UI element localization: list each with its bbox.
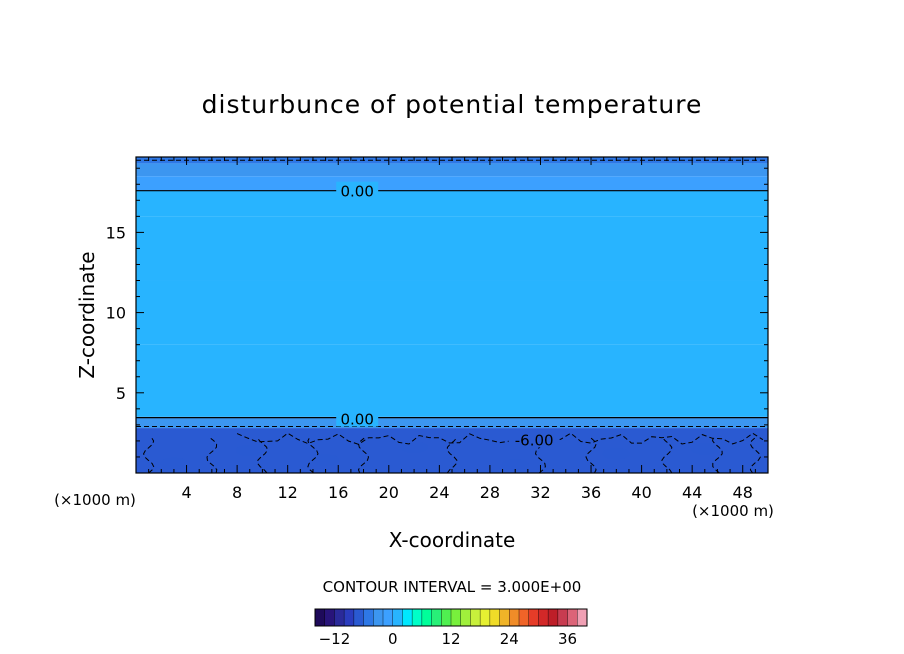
colorbar-swatch	[334, 609, 345, 626]
colorbar-swatch	[509, 609, 520, 626]
colorbar-swatch	[567, 609, 578, 626]
x-tick-label: 28	[480, 483, 500, 502]
field-band-1	[136, 163, 768, 177]
colorbar-swatch	[577, 609, 588, 626]
colorbar-swatch	[451, 609, 462, 626]
x-tick-label: 20	[379, 483, 399, 502]
colorbar-swatch	[470, 609, 481, 626]
x-tick-label: 44	[682, 483, 702, 502]
colorbar-swatch	[528, 609, 539, 626]
colorbar-tick-label: 36	[558, 630, 577, 648]
contour-label-2: -6.00	[515, 431, 554, 449]
colorbar-swatch	[315, 609, 326, 626]
colorbar-tick-label: 0	[388, 630, 398, 648]
contour-cell-5	[446, 437, 458, 474]
y-axis-label: Z-coordinate	[75, 251, 99, 378]
colorbar-swatch	[363, 609, 374, 626]
field-band-4	[136, 216, 768, 281]
colorbar-swatch	[460, 609, 471, 626]
contour-cell-2	[256, 437, 268, 474]
contour-label-bg-2	[508, 430, 560, 448]
colorbar-swatch	[499, 609, 510, 626]
colorbar-tick-label: −12	[319, 630, 351, 648]
y-tick-label: 5	[116, 384, 126, 403]
contour-interval-label: CONTOUR INTERVAL = 3.000E+00	[323, 578, 582, 596]
field-patch-5	[602, 447, 631, 460]
colorbar: −12 0 12 24 36	[314, 608, 588, 648]
x-tick-label: 48	[733, 483, 753, 502]
colorbar-swatch	[412, 609, 423, 626]
x-tick-label: 4	[181, 483, 191, 502]
plot-area	[136, 157, 768, 473]
x-tick-label: 8	[232, 483, 242, 502]
x-tick-label: 24	[429, 483, 449, 502]
field-patch-4	[501, 458, 530, 471]
colorbar-tick-label: 12	[441, 630, 460, 648]
y-tick-label: 10	[106, 304, 126, 323]
field-band-5	[136, 280, 768, 345]
colorbar-swatch	[489, 609, 500, 626]
contour-cell-3	[307, 437, 319, 474]
contour-cell-9	[712, 437, 723, 474]
field-band-8	[136, 428, 768, 473]
colorbar-swatch	[548, 609, 559, 626]
colorbar-swatch	[519, 609, 530, 626]
contour-cell-6	[534, 437, 547, 474]
colorbar-frame	[314, 608, 588, 627]
colorbar-swatch	[353, 609, 364, 626]
colorbar-swatch	[373, 609, 384, 626]
x-unit-right: (×1000 m)	[692, 502, 774, 520]
x-unit-left: (×1000 m)	[54, 491, 136, 509]
contour-label-bg-0	[336, 181, 379, 199]
field-band-6	[136, 344, 768, 417]
field-band-2	[136, 176, 768, 191]
chart-title: disturbunce of potential temperature	[202, 90, 703, 119]
colorbar-swatch	[421, 609, 432, 626]
colorbar-swatch	[402, 609, 413, 626]
colorbar-swatch	[538, 609, 549, 626]
x-tick-label: 16	[328, 483, 348, 502]
contour-label-0: 0.00	[340, 183, 373, 201]
x-tick-label: 32	[530, 483, 550, 502]
colorbar-swatch	[431, 609, 442, 626]
colorbar-swatch	[392, 609, 403, 626]
x-axis-label: X-coordinate	[389, 528, 516, 552]
colorbar-swatch	[557, 609, 568, 626]
y-tick-label: 15	[106, 223, 126, 242]
field-patch-6	[690, 442, 719, 455]
colorbar-swatch	[324, 609, 335, 626]
field-patch-2	[311, 454, 340, 467]
field-patch-1	[235, 444, 264, 457]
contour-label-bg-1	[336, 409, 379, 427]
colorbar-swatch	[383, 609, 394, 626]
colorbar-swatch	[480, 609, 491, 626]
colorbar-tick-label: 24	[500, 630, 519, 648]
field-band-7	[136, 416, 768, 429]
contour-lines: 0.00 0.00 -6.00	[136, 159, 768, 474]
x-tick-label: 36	[581, 483, 601, 502]
field-patch-0	[159, 457, 188, 470]
contour-label-1: 0.00	[340, 410, 373, 428]
field-band-3	[136, 190, 768, 217]
colorbar-swatch	[441, 609, 452, 626]
x-tick-label: 12	[278, 483, 298, 502]
field-patch-3	[400, 441, 429, 454]
contour-minus6	[236, 432, 764, 445]
x-tick-label: 40	[631, 483, 651, 502]
colorbar-swatch	[344, 609, 355, 626]
